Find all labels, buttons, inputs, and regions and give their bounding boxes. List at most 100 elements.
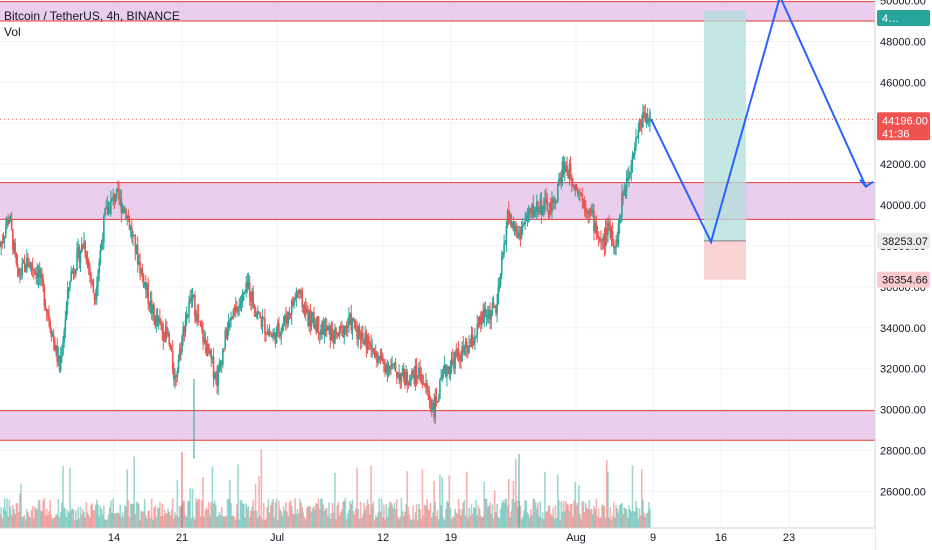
volume-bar <box>616 508 619 528</box>
volume-bar <box>171 498 174 528</box>
volume-bar <box>626 518 629 528</box>
volume-bar <box>208 501 210 528</box>
candle-body <box>642 111 644 128</box>
volume-bar <box>65 516 68 528</box>
volume-bar <box>52 517 55 528</box>
candle-body <box>141 268 144 275</box>
candle-body <box>63 330 65 343</box>
volume-bar <box>524 500 526 528</box>
candle-body <box>41 273 43 279</box>
candle-body <box>79 252 82 263</box>
candle-body <box>215 373 217 377</box>
volume-bar <box>448 475 451 528</box>
volume-bar <box>591 513 594 528</box>
target-zone <box>704 10 746 241</box>
volume-bar <box>551 515 553 528</box>
candle-body <box>359 336 362 340</box>
candle-body <box>422 383 425 385</box>
candle-body <box>213 376 216 378</box>
volume-bar <box>103 506 105 528</box>
candle-body <box>363 340 365 345</box>
candle-body <box>552 200 554 204</box>
volume-bar <box>572 516 574 528</box>
volume-bar <box>258 475 260 528</box>
volume-bar <box>510 511 512 528</box>
candle-body <box>253 305 256 309</box>
candle-body <box>342 325 344 338</box>
volume-bar <box>23 514 26 528</box>
volume-bar <box>297 513 300 528</box>
volume-bar <box>507 478 510 528</box>
volume-bar <box>533 499 536 528</box>
volume-bar <box>611 516 614 528</box>
candle-body <box>464 341 467 349</box>
candle-body <box>469 345 472 347</box>
candle-body <box>155 316 158 326</box>
candle-body <box>234 306 237 312</box>
candle-body <box>105 206 107 210</box>
volume-bar <box>35 508 37 528</box>
volume-bar <box>493 490 496 528</box>
volume-bar <box>45 508 48 528</box>
candle-body <box>428 392 431 401</box>
candle-body <box>108 207 111 214</box>
candle-body <box>89 267 91 274</box>
candle-body <box>142 274 145 287</box>
candle-body <box>624 187 627 192</box>
volume-bar <box>568 510 571 528</box>
volume-bar <box>370 465 372 528</box>
candle-body <box>433 403 435 419</box>
candle-body <box>26 257 28 272</box>
candle-body <box>581 193 584 201</box>
candle-body <box>616 239 619 245</box>
volume-bar <box>246 507 249 528</box>
candle-body <box>415 365 418 377</box>
volume-bar <box>359 501 362 528</box>
candle-body <box>343 330 346 338</box>
candle-body <box>454 352 456 369</box>
volume-bar <box>366 499 369 528</box>
candle-body <box>180 348 182 353</box>
candle-body <box>311 311 314 315</box>
volume-bar <box>237 464 239 528</box>
volume-bar <box>393 502 396 528</box>
volume-bar <box>426 499 428 528</box>
volume-bar <box>465 471 468 528</box>
volume-bar <box>22 516 25 528</box>
volume-bar <box>530 508 532 528</box>
candle-body <box>76 250 78 270</box>
volume-bar <box>349 501 351 528</box>
candle-body <box>565 165 567 167</box>
candle-body <box>405 371 407 386</box>
candle-body <box>100 243 103 251</box>
volume-bar <box>124 504 126 528</box>
candle-body <box>533 211 536 217</box>
candle-body <box>509 213 511 221</box>
candle-body <box>27 257 29 267</box>
candle-body <box>392 363 395 365</box>
volume-bar <box>148 510 151 528</box>
volume-bar <box>409 519 412 528</box>
candle-body <box>413 373 416 384</box>
candle-body <box>267 331 270 335</box>
candle-body <box>232 309 235 319</box>
candle-body <box>365 332 368 350</box>
volume-bar <box>224 516 227 528</box>
candle-body <box>338 326 341 337</box>
candle-body <box>366 335 369 350</box>
candle-body <box>593 210 595 232</box>
candle-body <box>419 367 421 375</box>
candle-body <box>548 202 551 215</box>
candle-body <box>573 186 575 190</box>
volume-bar <box>377 512 379 528</box>
volume-bar <box>642 499 644 528</box>
candle-body <box>149 300 152 307</box>
candle-body <box>560 177 563 183</box>
volume-bar <box>468 507 470 528</box>
current-price-label <box>877 112 930 141</box>
volume-bar <box>356 468 358 528</box>
volume-bar <box>98 516 100 528</box>
candle-body <box>412 370 414 374</box>
candle-body <box>626 177 629 180</box>
